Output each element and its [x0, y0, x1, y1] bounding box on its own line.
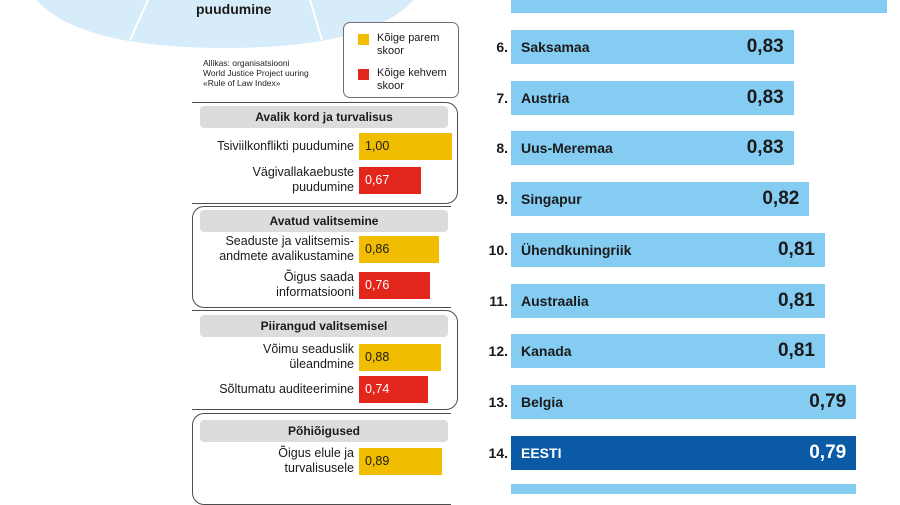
- category-label: Tsiviilkonflikti puudumine: [217, 138, 354, 153]
- rank-label: 7.: [496, 89, 508, 106]
- score-wheel-graphic: [36, 0, 414, 48]
- rank-label: 8.: [496, 140, 508, 157]
- country-bar: [511, 232, 825, 267]
- country-bar: [511, 283, 825, 318]
- category-value-label: 0,88: [365, 350, 390, 364]
- country-label: Uus-Meremaa: [521, 140, 613, 157]
- country-label: EESTI: [521, 444, 562, 461]
- section-frame-public-order: [192, 102, 458, 204]
- country-value-label: 0,81: [777, 289, 815, 311]
- wheel-divider: [129, 0, 149, 41]
- country-label: Kanada: [521, 343, 572, 360]
- category-value-label: 0,86: [365, 242, 390, 256]
- legend-best-label: Kõige parem skoor: [377, 32, 440, 57]
- country-bar: [511, 0, 887, 13]
- source-note: Allikas: organisatsiooni World Justice P…: [203, 58, 309, 88]
- section-header: Avalik kord ja turvalisus: [200, 106, 448, 128]
- rank-label: 13.: [488, 393, 508, 410]
- legend-best-swatch: [358, 34, 369, 45]
- rank-label: 6.: [496, 39, 508, 55]
- country-value-label: 0,82: [762, 188, 800, 210]
- category-bar: [359, 344, 441, 371]
- score-wheel: puudumine: [0, 0, 460, 60]
- country-value-label: 0,83: [746, 36, 784, 57]
- country-value-label: 0,79: [809, 441, 847, 463]
- legend-worst-label: Kõige kehvem skoor: [377, 67, 447, 92]
- wheel-segment-label: puudumine: [196, 1, 272, 17]
- country-value-label: 0,79: [809, 390, 847, 412]
- country-value-label: 0,83: [746, 137, 784, 159]
- category-bar: [359, 376, 428, 403]
- category-label: Sõltumatu auditeerimine: [219, 381, 354, 396]
- legend-worst-swatch: [358, 69, 369, 80]
- category-label: Seaduste ja valitsemis- andmete avalikus…: [219, 234, 354, 263]
- country-label: Belgia: [521, 393, 564, 410]
- category-bar: [359, 236, 439, 263]
- country-label: Saksamaa: [521, 39, 590, 55]
- country-bar: [511, 384, 857, 419]
- section-header: Põhiõigused: [200, 420, 448, 442]
- category-label: Vägivallakaebuste puudumine: [252, 165, 354, 194]
- wheel-divider: [309, 0, 323, 41]
- legend: Kõige parem skoor Kõige kehvem skoor: [343, 22, 459, 98]
- category-bar: [359, 272, 430, 299]
- country-label: Singapur: [521, 191, 582, 208]
- country-bar: [511, 30, 794, 64]
- category-value-label: 0,76: [365, 278, 390, 292]
- country-label: Austria: [521, 89, 570, 106]
- section-frame-open-government: [192, 206, 451, 308]
- rank-label: 12.: [488, 343, 508, 360]
- category-value-label: 0,89: [365, 454, 390, 468]
- category-bar: [359, 133, 452, 160]
- rank-label: 10.: [488, 241, 508, 258]
- category-bar: [359, 167, 422, 194]
- category-value-label: 0,74: [365, 382, 390, 396]
- country-bar: [511, 80, 794, 115]
- country-bar: [511, 182, 810, 217]
- country-value-label: 0,81: [777, 340, 815, 362]
- country-bar: [511, 334, 825, 369]
- country-bar: [511, 484, 857, 494]
- country-label: Austraalia: [521, 292, 589, 309]
- rank-label: 14.: [488, 444, 508, 461]
- category-label: Võimu seaduslik üleandmine: [262, 342, 354, 371]
- category-bar: [359, 448, 442, 475]
- rank-label: 9.: [496, 191, 508, 208]
- section-header: Avatud valitsemine: [200, 210, 448, 232]
- rank-label: 11.: [489, 292, 508, 309]
- category-label: Õigus elule ja turvalisusele: [278, 446, 354, 475]
- category-value-label: 0,67: [365, 173, 390, 187]
- country-bar: [511, 131, 794, 166]
- country-bar: [511, 435, 857, 470]
- category-label: Õigus saada informatsiooni: [276, 270, 354, 299]
- category-value-label: 1,00: [365, 139, 390, 153]
- country-value-label: 0,81: [777, 238, 815, 260]
- section-frame-constraints: [192, 310, 458, 410]
- country-label: Ühendkuningriik: [521, 241, 632, 258]
- section-header: Piirangud valitsemisel: [200, 315, 448, 337]
- country-value-label: 0,83: [746, 86, 784, 108]
